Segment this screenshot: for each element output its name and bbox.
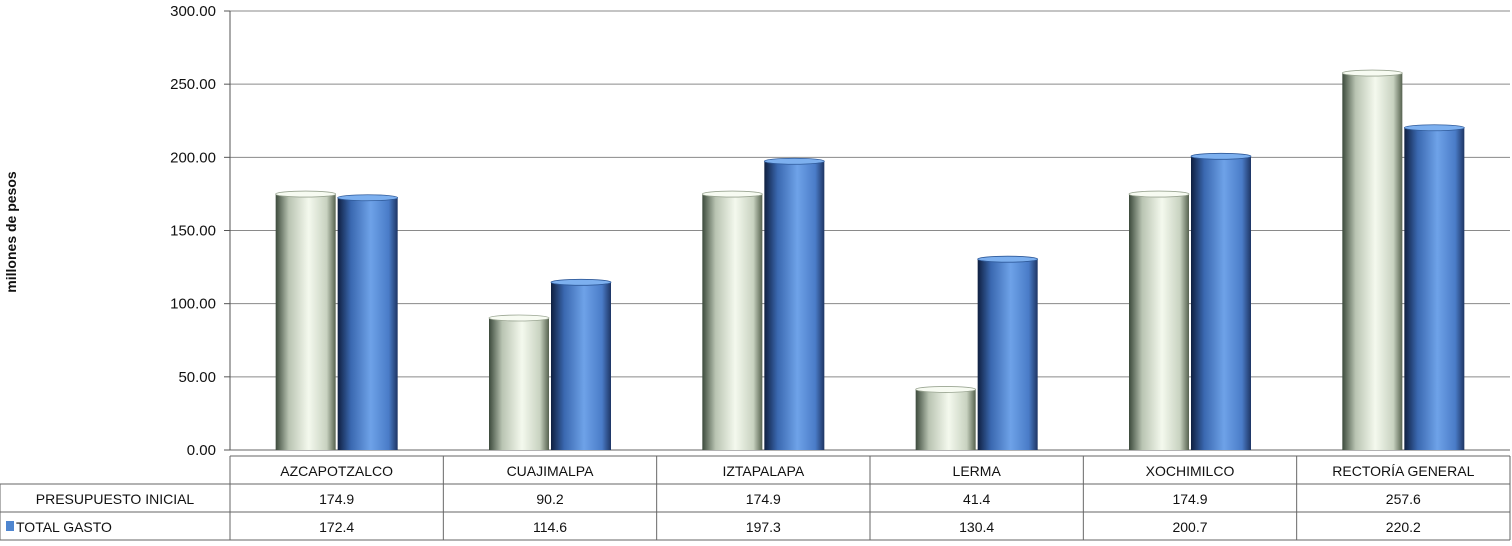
bar-body	[702, 194, 763, 450]
series-label: PRESUPUESTO INICIAL	[36, 491, 195, 507]
category-label: RECTORÍA GENERAL	[1332, 463, 1474, 479]
bar-body	[275, 194, 336, 450]
bar-body	[1404, 127, 1465, 451]
bar-body	[337, 197, 398, 450]
bar-cap	[1341, 69, 1403, 77]
bar-presupuesto-inicial	[488, 314, 550, 450]
series-label: TOTAL GASTO	[16, 519, 112, 535]
bar-cap	[1403, 124, 1465, 132]
bar-cap	[701, 190, 763, 198]
table-value: 200.7	[1172, 519, 1207, 535]
y-tick-label: 150.00	[170, 223, 216, 240]
bar-cap	[763, 157, 825, 165]
bar-body	[1191, 156, 1251, 450]
bar-total-gasto	[1190, 152, 1252, 450]
bar-presupuesto-inicial	[1341, 69, 1403, 450]
table-value: 197.3	[746, 519, 781, 535]
bar-body	[1342, 73, 1403, 450]
bar-body	[551, 282, 611, 450]
bar-total-gasto	[550, 278, 612, 450]
bar-cap	[275, 190, 337, 198]
bar-cap	[977, 255, 1039, 263]
bar-cap	[337, 194, 399, 202]
table-value: 41.4	[963, 491, 990, 507]
bar-presupuesto-inicial	[915, 386, 977, 450]
y-tick-label: 300.00	[170, 3, 216, 20]
table-value: 90.2	[536, 491, 563, 507]
table-value: 174.9	[1172, 491, 1207, 507]
y-tick-label: 200.00	[170, 149, 216, 166]
category-label: IZTAPALAPA	[722, 463, 804, 479]
bar-cap	[488, 314, 550, 322]
y-tick-label: 0.00	[187, 442, 216, 459]
category-label: AZCAPOTZALCO	[280, 463, 393, 479]
bar-body	[977, 259, 1038, 450]
y-tick-label: 250.00	[170, 76, 216, 93]
category-label: CUAJIMALPA	[507, 463, 595, 479]
category-label: LERMA	[953, 463, 1002, 479]
y-tick-label: 100.00	[170, 296, 216, 313]
bar-cap	[915, 386, 977, 393]
category-label: XOCHIMILCO	[1146, 463, 1235, 479]
legend-swatch-total-gasto	[6, 521, 14, 531]
axes: 0.00 50.00 100.00 150.00 200.00 250.00 300.00	[170, 3, 231, 459]
data-table: AZCAPOTZALCO CUAJIMALPA IZTAPALAPA LERMA XOC…	[0, 455, 1511, 541]
bar-presupuesto-inicial	[701, 190, 763, 450]
y-tick-label: 50.00	[178, 369, 216, 386]
bar-body	[764, 161, 825, 450]
table-value: 114.6	[533, 519, 567, 535]
bar-body	[489, 318, 549, 450]
bar-presupuesto-inicial	[1128, 190, 1190, 450]
bar-body	[1129, 194, 1189, 450]
table-value: 174.9	[746, 491, 781, 507]
table-value: 130.4	[959, 519, 994, 535]
bar-total-gasto	[1403, 124, 1465, 451]
bar-cap	[1128, 190, 1190, 198]
table-value: 220.2	[1386, 519, 1421, 535]
table-value: 257.6	[1386, 491, 1421, 507]
bar-total-gasto	[337, 194, 399, 450]
bar-total-gasto	[977, 255, 1039, 450]
table-value: 174.9	[319, 491, 354, 507]
bar-body	[915, 389, 976, 450]
bar-cap	[1190, 152, 1252, 160]
bar-total-gasto	[763, 157, 825, 450]
bars	[275, 69, 1465, 451]
table-value: 172.4	[319, 519, 354, 535]
bar-presupuesto-inicial	[275, 190, 337, 450]
bar-cap	[550, 278, 612, 286]
gridlines	[230, 10, 1510, 451]
y-axis-label: millones de pesos	[3, 171, 19, 293]
